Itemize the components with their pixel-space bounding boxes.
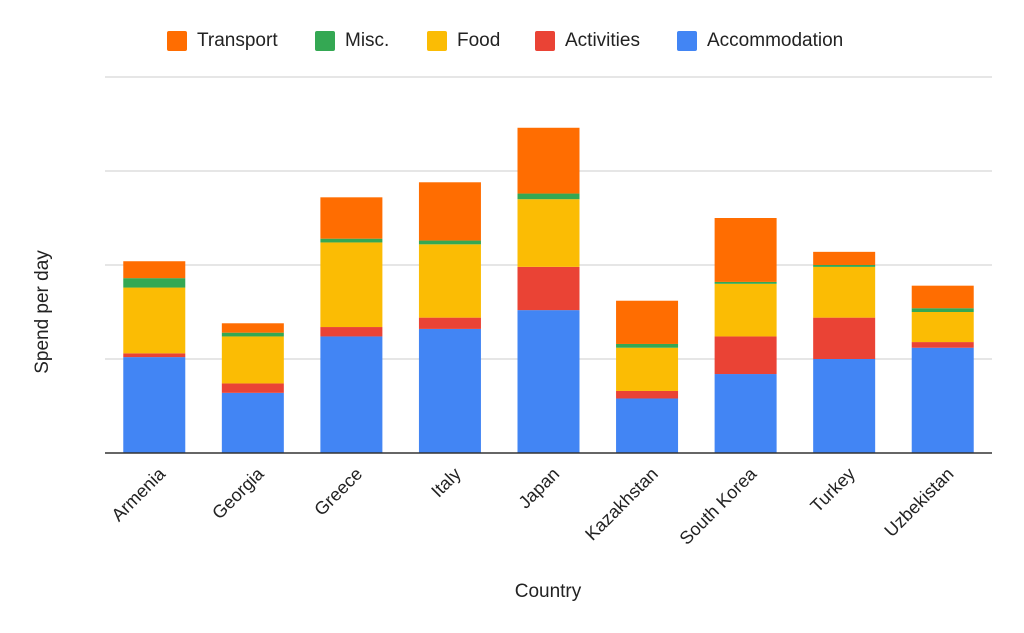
bar-greece-accommodation[interactable]	[320, 336, 383, 453]
bar-south-korea-activities[interactable]	[714, 336, 777, 375]
legend-label-activities: Activities	[565, 30, 640, 51]
bar-south-korea-transport[interactable]	[714, 218, 777, 282]
bar-georgia-transport[interactable]	[221, 323, 284, 333]
bar-italy-activities[interactable]	[418, 317, 481, 329]
x-tick-label-south-korea: South Korea	[676, 463, 762, 549]
bar-japan-accommodation[interactable]	[517, 310, 580, 453]
bar-greece-activities[interactable]	[320, 327, 383, 337]
bar-kazakhstan-transport[interactable]	[616, 300, 679, 344]
x-tick-label-japan: Japan	[515, 464, 564, 513]
x-tick-label-turkey: Turkey	[806, 464, 859, 517]
bar-japan-transport[interactable]	[517, 127, 580, 194]
bar-greece-misc[interactable]	[320, 238, 383, 243]
bar-uzbekistan-accommodation[interactable]	[911, 347, 974, 453]
x-tick-label-italy: Italy	[427, 464, 464, 501]
bar-greece-transport[interactable]	[320, 197, 383, 239]
bar-georgia-accommodation[interactable]	[221, 392, 284, 453]
bar-japan-activities[interactable]	[517, 266, 580, 311]
bar-italy-accommodation[interactable]	[418, 328, 481, 453]
bar-italy-transport[interactable]	[418, 182, 481, 241]
bar-turkey-food[interactable]	[813, 266, 876, 318]
bar-kazakhstan-accommodation[interactable]	[616, 398, 679, 453]
x-tick-label-kazakhstan: Kazakhstan	[581, 464, 662, 545]
legend-swatch-transport	[167, 31, 187, 51]
bar-georgia-food[interactable]	[221, 336, 284, 384]
chart-legend: Transport Misc. Food Activities Accommod…	[0, 27, 1024, 55]
bar-armenia-activities[interactable]	[123, 353, 186, 358]
bar-italy-misc[interactable]	[418, 240, 481, 245]
bar-georgia-activities[interactable]	[221, 383, 284, 393]
legend-label-misc: Misc.	[345, 30, 390, 51]
legend-swatch-accommodation	[677, 31, 697, 51]
bar-armenia-transport[interactable]	[123, 261, 186, 279]
legend-item-accommodation[interactable]: Accommodation	[677, 27, 843, 55]
bar-italy-food[interactable]	[418, 244, 481, 318]
legend-item-misc[interactable]: Misc.	[315, 27, 389, 55]
x-tick-label-greece: Greece	[310, 464, 366, 520]
bar-south-korea-accommodation[interactable]	[714, 374, 777, 453]
bar-turkey-transport[interactable]	[813, 251, 876, 265]
legend-swatch-activities	[535, 31, 555, 51]
legend-label-transport: Transport	[197, 30, 278, 51]
bar-uzbekistan-activities[interactable]	[911, 342, 974, 348]
bar-turkey-activities[interactable]	[813, 317, 876, 359]
legend-label-accommodation: Accommodation	[707, 30, 844, 51]
bar-armenia-food[interactable]	[123, 287, 186, 354]
bar-kazakhstan-food[interactable]	[616, 347, 679, 391]
bar-south-korea-food[interactable]	[714, 283, 777, 337]
bar-uzbekistan-food[interactable]	[911, 312, 974, 343]
y-axis-title: Spend per day	[32, 250, 53, 374]
bar-armenia-misc[interactable]	[123, 278, 186, 288]
x-tick-label-georgia: Georgia	[208, 463, 268, 523]
bar-kazakhstan-activities[interactable]	[616, 390, 679, 399]
legend-label-food: Food	[457, 30, 501, 51]
x-tick-label-armenia: Armenia	[108, 463, 170, 525]
bar-turkey-misc[interactable]	[813, 265, 876, 267]
legend-item-food[interactable]: Food	[427, 27, 500, 55]
bar-georgia-misc[interactable]	[221, 332, 284, 337]
bar-stacks	[123, 127, 974, 453]
x-tick-labels: Armenia Georgia Greece Italy Japan Kazakhstan…	[108, 463, 958, 549]
x-axis-title: Country	[515, 581, 582, 602]
bar-armenia-accommodation[interactable]	[123, 357, 186, 453]
legend-item-transport[interactable]: Transport	[167, 27, 278, 55]
bar-south-korea-misc[interactable]	[714, 281, 777, 284]
x-tick-label-uzbekistan: Uzbekistan	[880, 464, 957, 541]
bar-kazakhstan-misc[interactable]	[616, 343, 679, 348]
legend-swatch-food	[427, 31, 447, 51]
bar-japan-misc[interactable]	[517, 193, 580, 200]
bar-greece-food[interactable]	[320, 242, 383, 328]
bar-uzbekistan-transport[interactable]	[911, 285, 974, 309]
legend-swatch-misc	[315, 31, 335, 51]
bar-uzbekistan-misc[interactable]	[911, 308, 974, 312]
legend-item-activities[interactable]: Activities	[535, 27, 640, 55]
bar-turkey-accommodation[interactable]	[813, 359, 876, 453]
bar-japan-food[interactable]	[517, 199, 580, 267]
